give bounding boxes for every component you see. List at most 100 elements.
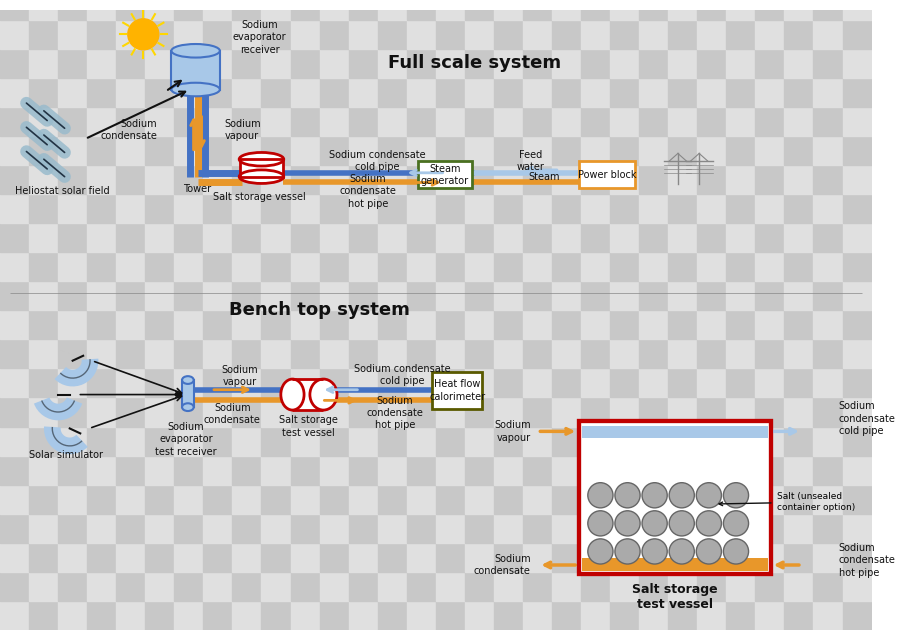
Bar: [785, 0, 814, 20]
Bar: [291, 252, 319, 281]
Bar: [262, 484, 291, 514]
Ellipse shape: [239, 152, 284, 166]
Bar: [116, 194, 145, 223]
Text: Salt storage
test vessel: Salt storage test vessel: [278, 415, 338, 438]
Bar: [581, 601, 610, 630]
Bar: [755, 252, 785, 281]
Bar: [552, 49, 581, 78]
Bar: [203, 281, 232, 310]
Text: Sodium
evaporator
test receiver: Sodium evaporator test receiver: [155, 422, 217, 456]
Bar: [0, 165, 29, 194]
Bar: [378, 165, 407, 194]
Bar: [639, 107, 668, 136]
Bar: [523, 310, 552, 339]
Bar: [814, 484, 842, 514]
Circle shape: [697, 539, 722, 564]
Bar: [494, 165, 523, 194]
Bar: [785, 281, 814, 310]
Bar: [0, 78, 29, 107]
Bar: [755, 107, 785, 136]
Bar: [464, 49, 494, 78]
Bar: [203, 514, 232, 543]
Bar: [175, 572, 203, 601]
Circle shape: [642, 511, 667, 536]
Bar: [552, 543, 581, 572]
Bar: [116, 78, 145, 107]
Bar: [579, 420, 770, 573]
Bar: [262, 0, 291, 20]
Bar: [610, 310, 639, 339]
Text: Sodium
condensate: Sodium condensate: [204, 403, 261, 425]
Bar: [378, 0, 407, 20]
Bar: [698, 310, 726, 339]
Bar: [639, 78, 668, 107]
Bar: [291, 572, 319, 601]
Bar: [726, 20, 755, 49]
Bar: [320, 572, 348, 601]
Bar: [814, 281, 842, 310]
Bar: [407, 484, 436, 514]
Bar: [320, 78, 348, 107]
Bar: [581, 310, 610, 339]
Bar: [116, 165, 145, 194]
Bar: [29, 281, 58, 310]
Bar: [116, 49, 145, 78]
Bar: [639, 252, 668, 281]
Bar: [610, 0, 639, 20]
Bar: [175, 107, 203, 136]
Bar: [523, 572, 552, 601]
Bar: [698, 49, 726, 78]
Bar: [582, 558, 768, 571]
Bar: [58, 0, 87, 20]
Ellipse shape: [171, 44, 220, 58]
Bar: [494, 194, 523, 223]
Bar: [668, 310, 698, 339]
Bar: [842, 484, 871, 514]
Bar: [436, 484, 464, 514]
Text: Tower: Tower: [184, 184, 212, 195]
Bar: [0, 572, 29, 601]
Bar: [232, 456, 262, 484]
Bar: [232, 252, 262, 281]
Bar: [814, 601, 842, 630]
Bar: [232, 339, 262, 369]
Bar: [348, 165, 378, 194]
Bar: [87, 252, 116, 281]
Bar: [145, 514, 175, 543]
Bar: [464, 572, 494, 601]
Bar: [291, 397, 319, 426]
Bar: [320, 223, 348, 252]
Bar: [464, 397, 494, 426]
Bar: [464, 107, 494, 136]
Bar: [0, 310, 29, 339]
Bar: [464, 165, 494, 194]
Bar: [698, 107, 726, 136]
Bar: [291, 484, 319, 514]
Bar: [755, 165, 785, 194]
Bar: [785, 78, 814, 107]
Bar: [407, 136, 436, 165]
Bar: [262, 194, 291, 223]
Ellipse shape: [182, 376, 194, 384]
Bar: [348, 136, 378, 165]
Bar: [814, 0, 842, 20]
Bar: [320, 426, 348, 456]
Bar: [320, 49, 348, 78]
Bar: [378, 601, 407, 630]
Bar: [116, 426, 145, 456]
Bar: [814, 252, 842, 281]
Bar: [785, 107, 814, 136]
Bar: [785, 339, 814, 369]
Bar: [668, 572, 698, 601]
Bar: [668, 20, 698, 49]
Bar: [378, 252, 407, 281]
Text: Solar simulator: Solar simulator: [29, 450, 103, 460]
Bar: [291, 339, 319, 369]
Bar: [29, 484, 58, 514]
Bar: [348, 426, 378, 456]
Circle shape: [615, 511, 640, 536]
Bar: [58, 252, 87, 281]
Bar: [494, 78, 523, 107]
Bar: [116, 0, 145, 20]
Bar: [698, 601, 726, 630]
